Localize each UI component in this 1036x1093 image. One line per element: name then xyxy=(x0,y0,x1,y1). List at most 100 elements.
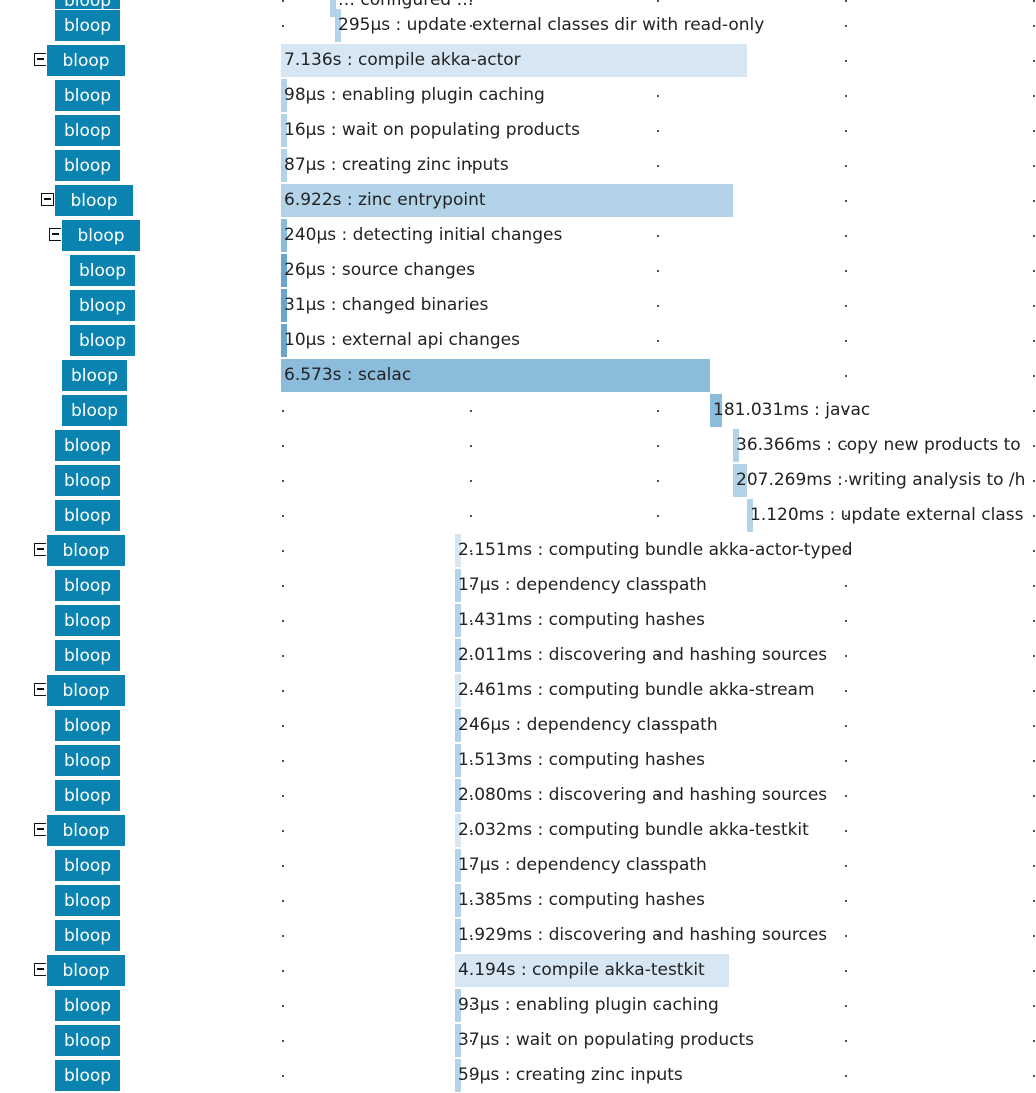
service-badge[interactable]: bloop xyxy=(46,534,126,567)
collapse-toggle-icon[interactable] xyxy=(34,543,47,556)
span-bar[interactable] xyxy=(455,604,461,637)
span-bar[interactable] xyxy=(455,989,461,1022)
trace-row[interactable]: bloop 181.031ms : javac xyxy=(0,393,1036,428)
span-bar[interactable] xyxy=(281,359,710,392)
span-bar[interactable] xyxy=(455,1024,461,1057)
grid-dot xyxy=(1033,445,1035,447)
service-badge[interactable]: bloop xyxy=(54,709,121,742)
trace-row[interactable]: bloop 1.120ms : update external class xyxy=(0,498,1036,533)
service-badge[interactable]: bloop xyxy=(69,254,136,287)
span-bar[interactable] xyxy=(455,884,461,917)
service-badge[interactable]: bloop xyxy=(54,569,121,602)
span-bar[interactable] xyxy=(455,569,461,602)
span-bar[interactable] xyxy=(455,744,461,777)
trace-row[interactable]: bloop 1.385ms : computing hashes xyxy=(0,883,1036,918)
span-bar[interactable] xyxy=(281,184,733,217)
trace-row[interactable]: bloop 17µs : dependency classpath xyxy=(0,568,1036,603)
trace-row[interactable]: bloop 87µs : creating zinc inputs xyxy=(0,148,1036,183)
trace-row[interactable]: bloop 246µs : dependency classpath xyxy=(0,708,1036,743)
service-badge[interactable]: bloop xyxy=(54,1024,121,1057)
span-bar[interactable] xyxy=(455,534,461,567)
service-badge[interactable]: bloop xyxy=(46,954,126,987)
service-badge[interactable]: bloop xyxy=(69,289,136,322)
trace-row[interactable]: bloop 36.366ms : copy new products to xyxy=(0,428,1036,463)
trace-row[interactable]: bloop 2.032ms : computing bundle akka-tes… xyxy=(0,813,1036,848)
service-badge[interactable]: bloop xyxy=(54,1059,121,1092)
service-badge[interactable]: bloop xyxy=(46,44,126,77)
service-badge[interactable]: bloop xyxy=(54,744,121,777)
service-badge[interactable]: bloop xyxy=(54,989,121,1022)
trace-row[interactable]: bloop 4.194s : compile akka-testkit xyxy=(0,953,1036,988)
service-badge[interactable]: bloop xyxy=(54,919,121,952)
span-bar[interactable] xyxy=(281,149,287,182)
trace-row[interactable]: bloop 1.431ms : computing hashes xyxy=(0,603,1036,638)
trace-row[interactable]: bloop 6.922s : zinc entrypoint xyxy=(0,183,1036,218)
trace-row[interactable]: bloop 7.136s : compile akka-actor xyxy=(0,43,1036,78)
span-bar[interactable] xyxy=(281,79,287,112)
trace-row[interactable]: bloop 98µs : enabling plugin caching xyxy=(0,78,1036,113)
grid-dot xyxy=(1033,305,1035,307)
trace-row[interactable]: bloop 10µs : external api changes xyxy=(0,323,1036,358)
span-bar[interactable] xyxy=(455,709,461,742)
trace-row[interactable]: bloop 295µs : update external classes dir… xyxy=(0,8,1036,43)
span-bar[interactable] xyxy=(281,254,287,287)
span-bar[interactable] xyxy=(281,289,287,322)
service-badge[interactable]: bloop xyxy=(54,779,121,812)
span-bar[interactable] xyxy=(455,674,461,707)
trace-row[interactable]: bloop 240µs : detecting initial changes xyxy=(0,218,1036,253)
service-badge[interactable]: bloop xyxy=(46,814,126,847)
span-label: 4.194s : compile akka-testkit xyxy=(458,960,705,980)
span-bar[interactable] xyxy=(733,464,747,497)
trace-row[interactable]: bloop 93µs : enabling plugin caching xyxy=(0,988,1036,1023)
service-badge[interactable]: bloop xyxy=(54,9,121,42)
trace-row[interactable]: bloop 1.929ms : discovering and hashing s… xyxy=(0,918,1036,953)
trace-row[interactable]: bloop 59µs : creating zinc inputs xyxy=(0,1058,1036,1093)
span-bar[interactable] xyxy=(335,9,341,42)
service-badge[interactable]: bloop xyxy=(69,324,136,357)
span-bar[interactable] xyxy=(281,44,747,77)
span-bar[interactable] xyxy=(455,1059,461,1092)
collapse-toggle-icon[interactable] xyxy=(41,193,54,206)
service-badge[interactable]: bloop xyxy=(61,219,141,252)
trace-row[interactable]: bloop 37µs : wait on populating products xyxy=(0,1023,1036,1058)
trace-row[interactable]: bloop 6.573s : scalac xyxy=(0,358,1036,393)
grid-dot xyxy=(845,200,847,202)
span-bar[interactable] xyxy=(747,499,753,532)
service-badge[interactable]: bloop xyxy=(54,429,121,462)
service-badge[interactable]: bloop xyxy=(54,149,121,182)
span-bar[interactable] xyxy=(710,394,722,427)
trace-row[interactable]: bloop 1.513ms : computing hashes xyxy=(0,743,1036,778)
span-bar[interactable] xyxy=(330,0,336,17)
span-bar[interactable] xyxy=(455,954,729,987)
service-badge[interactable]: bloop xyxy=(54,849,121,882)
service-badge[interactable]: bloop xyxy=(61,359,128,392)
trace-row[interactable]: bloop 31µs : changed binaries xyxy=(0,288,1036,323)
service-badge[interactable]: bloop xyxy=(54,604,121,637)
service-badge[interactable]: bloop xyxy=(54,499,121,532)
span-bar[interactable] xyxy=(733,429,739,462)
trace-row[interactable]: bloop 2.080ms : discovering and hashing s… xyxy=(0,778,1036,813)
trace-row[interactable]: bloop 26µs : source changes xyxy=(0,253,1036,288)
span-bar[interactable] xyxy=(281,324,287,357)
span-bar[interactable] xyxy=(455,779,461,812)
service-badge[interactable]: bloop xyxy=(54,184,134,217)
service-badge[interactable]: bloop xyxy=(54,79,121,112)
trace-row[interactable]: bloop 2.011ms : discovering and hashing s… xyxy=(0,638,1036,673)
trace-row[interactable]: bloop 17µs : dependency classpath xyxy=(0,848,1036,883)
trace-row[interactable]: bloop 16µs : wait on populating products xyxy=(0,113,1036,148)
service-badge[interactable]: bloop xyxy=(54,884,121,917)
service-badge[interactable]: bloop xyxy=(54,464,121,497)
span-bar[interactable] xyxy=(455,919,461,952)
trace-row[interactable]: bloop 2.151ms : computing bundle akka-act… xyxy=(0,533,1036,568)
service-badge[interactable]: bloop xyxy=(54,114,121,147)
span-bar[interactable] xyxy=(455,639,461,672)
span-bar[interactable] xyxy=(455,849,461,882)
service-badge[interactable]: bloop xyxy=(61,394,128,427)
trace-row[interactable]: bloop 2.461ms : computing bundle akka-str… xyxy=(0,673,1036,708)
service-badge[interactable]: bloop xyxy=(54,639,121,672)
span-bar[interactable] xyxy=(455,814,461,847)
span-bar[interactable] xyxy=(281,114,287,147)
service-badge[interactable]: bloop xyxy=(46,674,126,707)
trace-row[interactable]: bloop 207.269ms : writing analysis to /h xyxy=(0,463,1036,498)
span-bar[interactable] xyxy=(281,219,287,252)
